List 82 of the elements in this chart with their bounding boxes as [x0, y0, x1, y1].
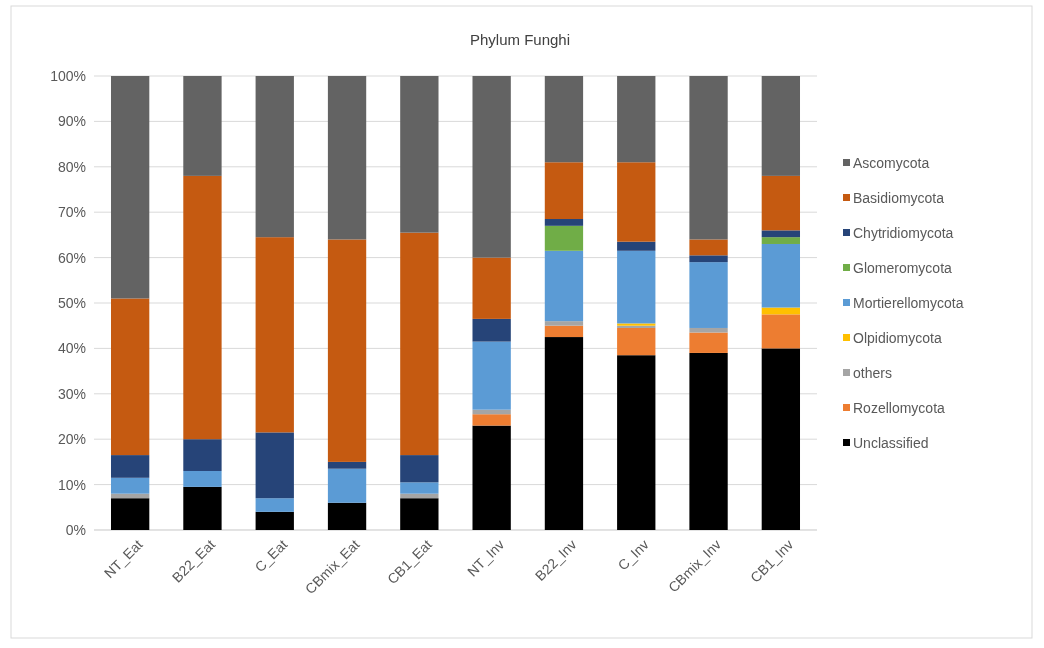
y-tick-label: 60%: [57, 249, 86, 266]
bar: [110, 298, 150, 456]
bar: [544, 337, 584, 530]
bar: [472, 409, 511, 415]
bar: [183, 470, 222, 487]
y-tick-label: 90%: [57, 113, 86, 130]
bar: [110, 498, 150, 530]
bar: [689, 332, 728, 353]
legend-label: others: [853, 364, 892, 381]
bar: [327, 468, 367, 503]
bar: [689, 352, 728, 530]
legend-label: Olpidiomycota: [853, 329, 942, 346]
legend-label: Glomeromycota: [853, 259, 953, 276]
bar: [689, 255, 728, 263]
bar: [255, 237, 294, 433]
bar: [761, 76, 801, 176]
y-tick-label: 50%: [57, 294, 86, 311]
bar: [544, 162, 584, 220]
bar: [544, 76, 584, 163]
bar: [472, 318, 511, 342]
bar: [761, 314, 801, 349]
bar: [183, 439, 222, 471]
bar: [689, 327, 728, 333]
bar: [472, 257, 511, 319]
bar: [110, 477, 150, 494]
bar: [327, 239, 367, 462]
bar: [761, 175, 801, 231]
bar: [472, 414, 511, 426]
bar: [544, 325, 584, 338]
y-tick-label: 20%: [57, 431, 86, 448]
bar: [617, 76, 656, 163]
bar: [400, 76, 439, 233]
bar: [689, 76, 728, 240]
bar: [689, 262, 728, 328]
bar: [761, 237, 801, 244]
bar: [255, 76, 294, 238]
bar: [183, 175, 222, 440]
bar: [110, 76, 150, 299]
bar: [761, 348, 801, 530]
bar: [544, 219, 584, 226]
y-tick-label: 70%: [57, 204, 86, 221]
bar: [617, 327, 656, 356]
legend-label: Ascomycota: [853, 154, 930, 171]
bar: [617, 355, 656, 530]
bar: [761, 230, 801, 238]
y-tick-label: 80%: [57, 158, 86, 175]
bar: [544, 321, 584, 326]
bar: [400, 232, 439, 456]
bar: [110, 455, 150, 478]
bar: [617, 250, 656, 324]
bar: [544, 250, 584, 322]
bar: [617, 162, 656, 242]
bar: [544, 225, 584, 251]
bar: [183, 486, 222, 530]
bar: [472, 425, 511, 530]
legend-label: Chytridiomycota: [853, 224, 954, 241]
bar: [472, 76, 511, 258]
bar: [183, 76, 222, 176]
bar: [255, 498, 294, 512]
bar: [400, 482, 439, 494]
bar: [327, 76, 367, 240]
bar: [400, 455, 439, 483]
bar: [400, 498, 439, 530]
bar: [255, 511, 294, 530]
legend-label: Basidiomycota: [853, 189, 945, 206]
bar: [617, 241, 656, 251]
y-tick-label: 0%: [65, 521, 86, 538]
bar: [472, 341, 511, 410]
bar: [761, 243, 801, 308]
legend-label: Unclassified: [853, 434, 929, 451]
chart-title: Phylum Funghi: [469, 31, 571, 48]
bar: [255, 432, 294, 499]
bar: [689, 239, 728, 256]
y-tick-label: 30%: [57, 385, 86, 402]
legend-label: Mortierellomycota: [853, 294, 964, 311]
y-tick-label: 100%: [50, 67, 86, 84]
bar: [400, 493, 439, 499]
y-tick-label: 10%: [57, 476, 86, 493]
bar: [327, 502, 367, 530]
legend-label: Rozellomycota: [853, 399, 946, 416]
y-tick-label: 40%: [57, 340, 86, 357]
bar: [327, 461, 367, 469]
